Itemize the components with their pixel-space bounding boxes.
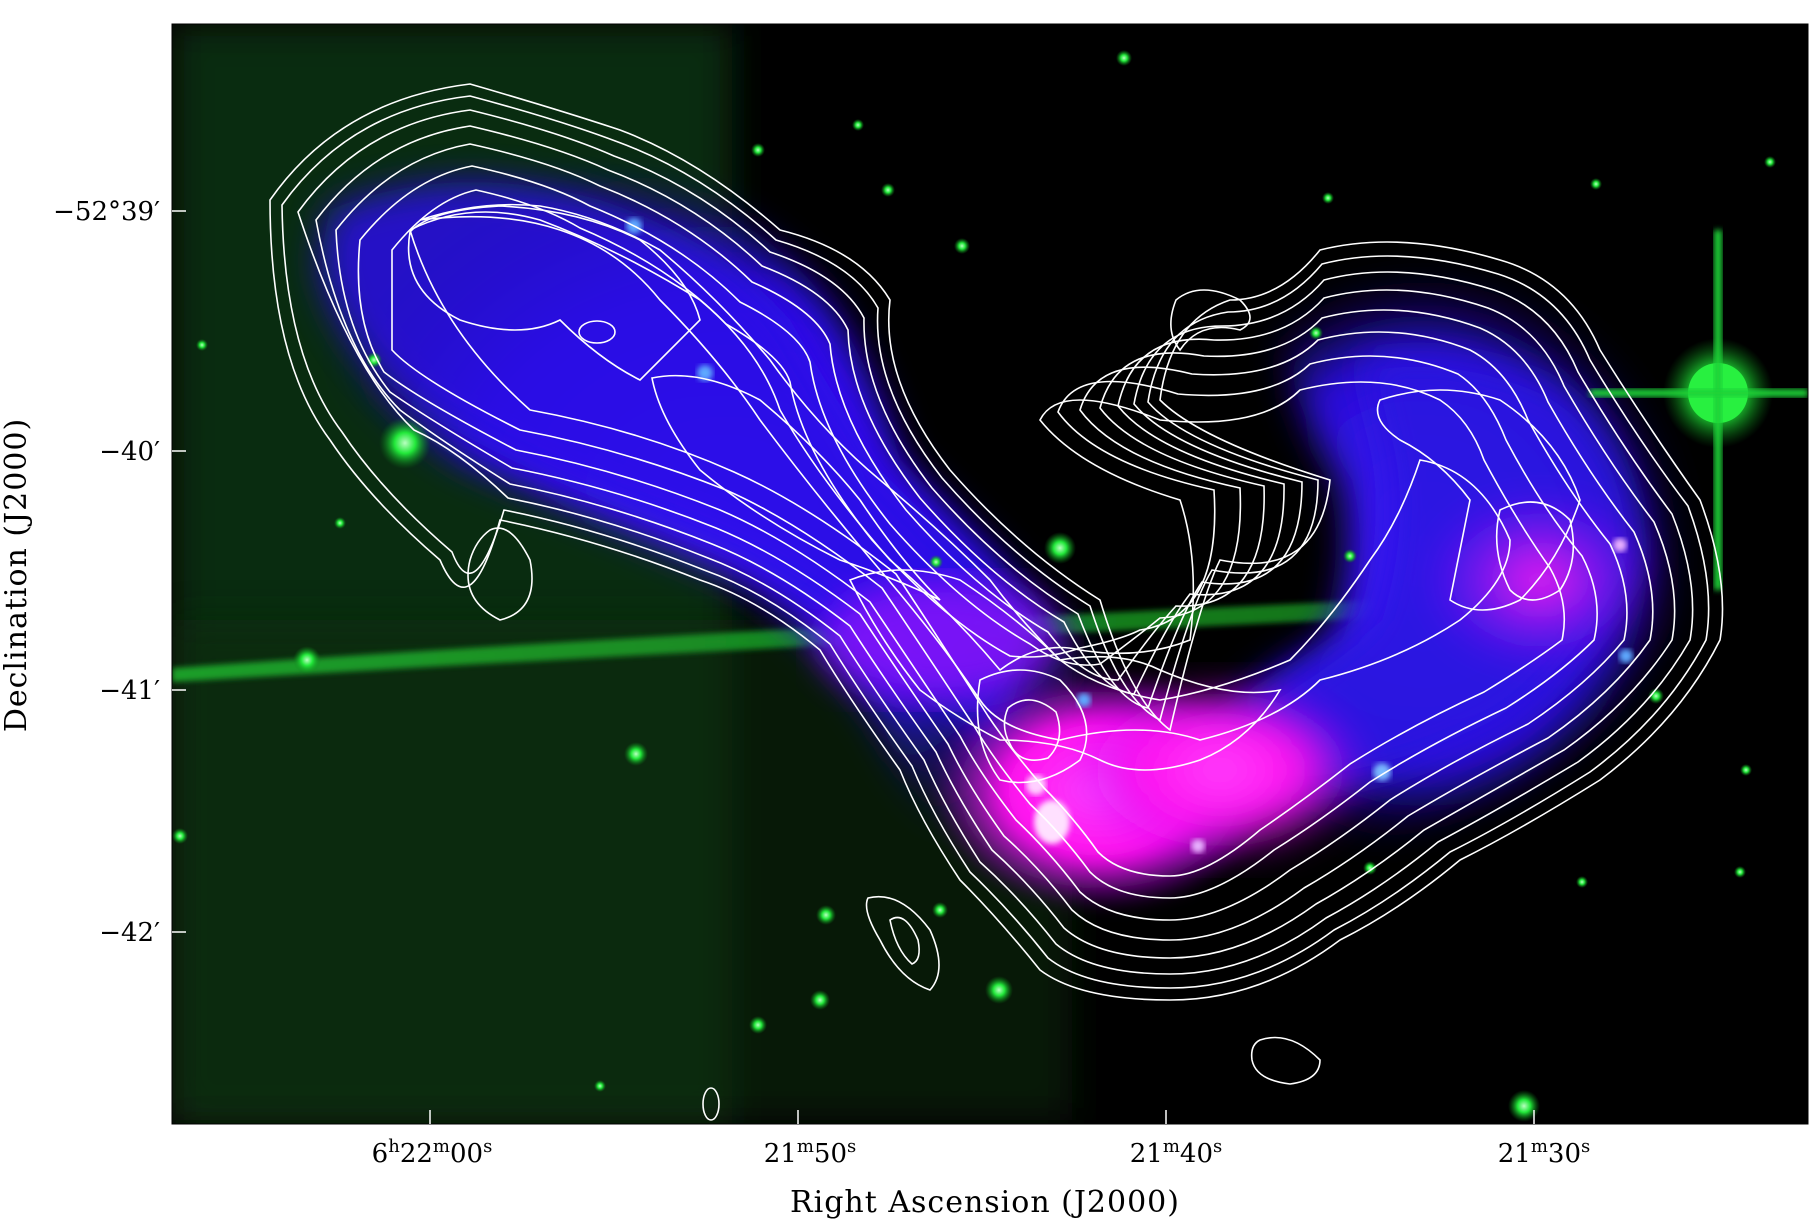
star (1116, 50, 1132, 66)
star (1508, 1090, 1540, 1122)
y-tick-label: −40′ (99, 437, 160, 467)
star (379, 417, 431, 469)
y-tick-label: −42′ (99, 918, 160, 948)
star (929, 555, 943, 569)
bright-star (1590, 230, 1808, 590)
star (1343, 549, 1357, 563)
plot-frame (171, 23, 1809, 1125)
y-tick-label: −41′ (99, 676, 160, 706)
star (293, 646, 321, 674)
star (1322, 192, 1334, 204)
star (932, 902, 948, 918)
star (334, 517, 346, 529)
star (1734, 866, 1746, 878)
star (172, 828, 188, 844)
star (816, 905, 836, 925)
star (954, 238, 970, 254)
star (1764, 156, 1776, 168)
y-tick-label: −52°39′ (53, 197, 160, 227)
blue-point-sources (626, 218, 1633, 853)
core-bright-spot (1034, 800, 1070, 844)
star (1590, 178, 1602, 190)
right-pink-emission (1420, 490, 1660, 670)
right-lobe-body (1180, 354, 1640, 790)
y-axis-label: Declination (J2000) (0, 418, 34, 732)
star (749, 1016, 767, 1034)
optical-stars (172, 50, 1776, 1122)
star (810, 990, 830, 1010)
star (624, 742, 648, 766)
star (1648, 688, 1664, 704)
star (1363, 861, 1377, 875)
optical-streak (172, 600, 1380, 682)
y-axis: −52°39′ −40′ −41′ −42′ Declination (J200… (0, 197, 186, 948)
x-tick-label: 21m50s (764, 1136, 857, 1169)
star (1309, 326, 1323, 340)
core-emission-east (1070, 680, 1370, 860)
x-tick-label: 21m30s (1498, 1136, 1591, 1169)
star (1740, 764, 1752, 776)
star (196, 339, 208, 351)
star (1044, 532, 1076, 564)
x-tick-label: 21m40s (1130, 1136, 1223, 1169)
image-panel (172, 24, 1808, 1124)
x-axis-label: Right Ascension (J2000) (790, 1185, 1180, 1220)
star (751, 143, 765, 157)
star (1576, 876, 1588, 888)
star (594, 1080, 606, 1092)
x-axis: 6h22m00s 21m50s 21m40s 21m30s Right Asce… (372, 1110, 1591, 1220)
star (852, 119, 864, 131)
x-tick-label: 6h22m00s (372, 1136, 493, 1169)
star (985, 976, 1013, 1004)
star (881, 183, 895, 197)
radio-contours (269, 83, 1724, 1121)
